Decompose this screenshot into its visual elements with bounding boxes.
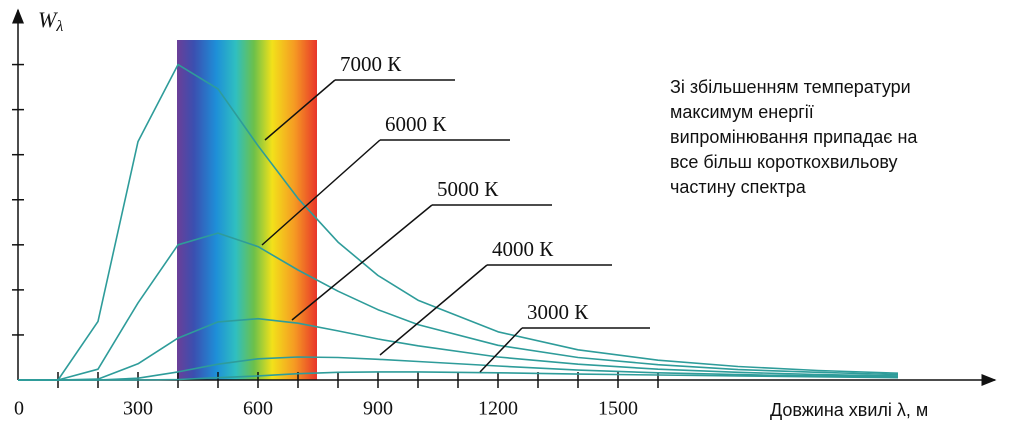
- series-label: 5000 К: [437, 177, 499, 201]
- series-label: 7000 К: [340, 52, 402, 76]
- series-label: 4000 К: [492, 237, 554, 261]
- series-line: [18, 317, 899, 381]
- series-label: 6000 К: [385, 112, 447, 136]
- y-axis-label: Wλ: [38, 7, 63, 35]
- series-line: [18, 232, 899, 381]
- leader-line: [379, 264, 488, 356]
- series-line: [18, 356, 899, 381]
- x-axis-label: Довжина хвилі λ, м: [770, 400, 928, 420]
- visible-spectrum: [177, 40, 317, 380]
- leader-line: [264, 79, 336, 141]
- x-tick-label: 300: [123, 398, 153, 420]
- series-line: [18, 371, 899, 381]
- leader-line: [291, 204, 433, 321]
- leader-line: [479, 327, 523, 373]
- x-tick-label: 1500: [598, 398, 638, 420]
- x-tick-label: 0: [14, 398, 24, 420]
- leader-line: [261, 139, 381, 246]
- x-tick-label: 900: [363, 398, 393, 420]
- annotation: Зі збільшенням температури максимум енер…: [670, 77, 922, 197]
- x-tick-label: 1200: [478, 398, 518, 420]
- series-line: [18, 63, 899, 381]
- series-label: 3000 К: [527, 300, 589, 324]
- x-tick-label: 600: [243, 398, 273, 420]
